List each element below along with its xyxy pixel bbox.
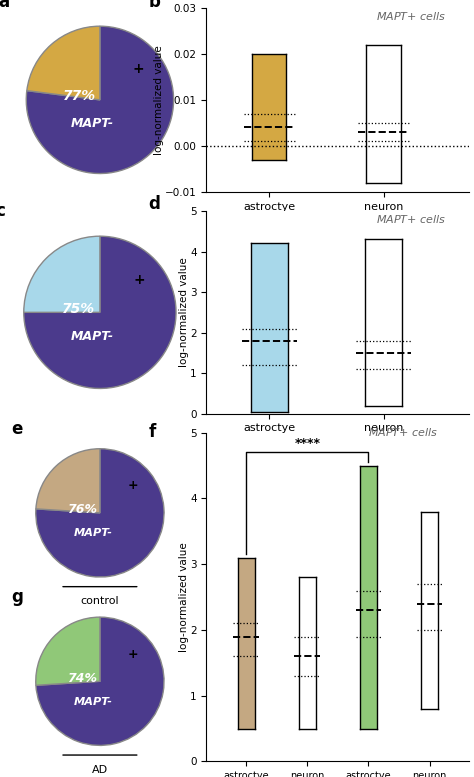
Y-axis label: log-normalized value: log-normalized value (154, 45, 164, 155)
Wedge shape (24, 236, 176, 388)
Text: b: b (148, 0, 161, 11)
Text: ****: **** (294, 437, 320, 450)
Text: 77%: 77% (63, 89, 96, 103)
Wedge shape (36, 617, 100, 685)
Wedge shape (36, 449, 164, 577)
Text: MAPT-: MAPT- (71, 330, 114, 343)
Wedge shape (36, 449, 100, 513)
Y-axis label: log-normalized value: log-normalized value (179, 542, 189, 652)
Text: AD: AD (92, 765, 108, 775)
Text: Nagy et al. (2020): Nagy et al. (2020) (219, 462, 321, 472)
Text: control: control (81, 597, 119, 606)
Text: MAPT-: MAPT- (74, 697, 113, 707)
Text: g: g (12, 588, 24, 606)
Wedge shape (24, 236, 100, 312)
Wedge shape (26, 26, 173, 173)
Text: MAPT-: MAPT- (71, 117, 114, 130)
Text: +: + (132, 62, 144, 76)
Text: +: + (128, 648, 138, 660)
Text: 74%: 74% (67, 671, 97, 685)
Text: a: a (0, 0, 10, 11)
Text: e: e (12, 420, 23, 438)
Text: +: + (128, 479, 138, 493)
Text: f: f (148, 423, 156, 441)
Text: d: d (148, 195, 161, 213)
Y-axis label: log-normalized value: log-normalized value (179, 257, 189, 368)
Text: $MAPT$+ cells: $MAPT$+ cells (368, 426, 438, 438)
Text: +: + (134, 274, 146, 287)
Wedge shape (36, 617, 164, 745)
Text: $MAPT$+ cells: $MAPT$+ cells (376, 213, 447, 225)
Text: MAPT-: MAPT- (74, 528, 113, 538)
Text: c: c (0, 202, 5, 220)
Wedge shape (27, 26, 100, 100)
Text: 75%: 75% (62, 301, 95, 315)
Text: Darmanis et al. (2015): Darmanis et al. (2015) (219, 243, 345, 253)
Text: 76%: 76% (67, 503, 97, 516)
Text: $MAPT$+ cells: $MAPT$+ cells (376, 9, 447, 22)
